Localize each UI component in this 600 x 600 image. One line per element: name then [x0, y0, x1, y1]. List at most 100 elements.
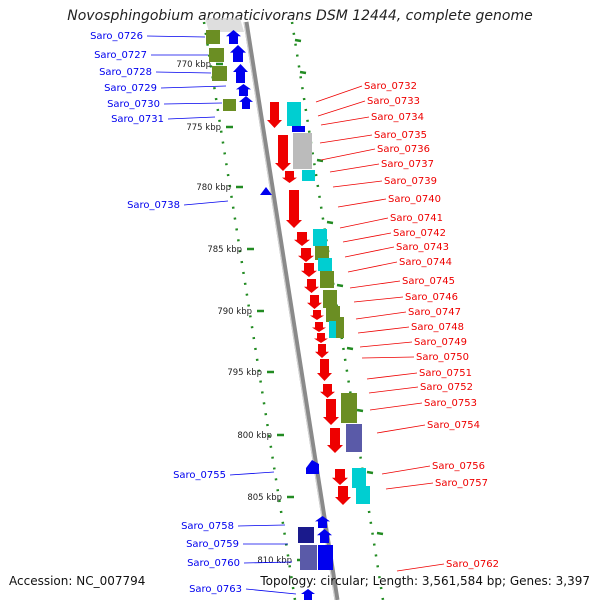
genome-backbone: [243, 21, 340, 600]
leader-line-right: [315, 85, 363, 103]
top-band: [205, 18, 244, 32]
gene-slate: [346, 424, 362, 452]
minor-tick: [326, 220, 334, 225]
gene-label-right[interactable]: Saro_0745: [402, 276, 455, 287]
gene-label-right[interactable]: Saro_0752: [420, 382, 473, 393]
gene-arrow-red: [317, 359, 332, 381]
gene-label-left[interactable]: Saro_0726: [90, 31, 143, 42]
leader-line-left: [229, 471, 275, 476]
gene-label-right[interactable]: Saro_0732: [364, 81, 417, 92]
gene-arrow-red: [267, 102, 282, 128]
gene-label-left[interactable]: Saro_0763: [189, 584, 242, 595]
gene-label-right[interactable]: Saro_0733: [367, 96, 420, 107]
gene-cyan: [287, 102, 301, 126]
minor-tick: [346, 346, 354, 351]
gene-arrow-red: [275, 135, 291, 171]
leader-line-right: [317, 100, 366, 117]
leader-line-right: [344, 246, 395, 258]
gene-blue: [292, 126, 305, 132]
leader-line-right: [347, 261, 398, 273]
gene-label-left[interactable]: Saro_0728: [99, 67, 152, 78]
leader-lines: [146, 35, 445, 595]
gene-label-left[interactable]: Saro_0760: [187, 558, 240, 569]
gene-label-right[interactable]: Saro_0754: [427, 420, 480, 431]
gene-label-left[interactable]: Saro_0730: [107, 99, 160, 110]
minor-tick: [376, 531, 384, 536]
gene-label-right[interactable]: Saro_0748: [411, 322, 464, 333]
gene-cyan: [352, 468, 366, 488]
gene-olive: [206, 30, 220, 44]
gene-arrow-blue: [239, 96, 253, 109]
gene-olive: [223, 99, 236, 111]
tick-marks: 770 kbp 775 kbp 780 kbp 785 kbp 790 kbp 795 k…: [176, 38, 384, 566]
kbp-tick-label: 810 kbp: [257, 556, 292, 566]
gene-label-left[interactable]: Saro_0727: [94, 50, 147, 61]
gene-label-right[interactable]: Saro_0753: [424, 398, 477, 409]
gene-label-left[interactable]: Saro_0759: [186, 539, 239, 550]
accession-text: Accession: NC_007794: [9, 574, 146, 588]
minor-tick: [356, 408, 364, 413]
gene-blue: [318, 545, 333, 570]
gene-arrow-blue: [260, 187, 272, 195]
gene-label-right[interactable]: Saro_0737: [381, 159, 434, 170]
gene-labels: Saro_0726 Saro_0727 Saro_0728 Saro_0729 Saro…: [90, 31, 499, 595]
gene-arrow-blue: [317, 529, 332, 543]
leader-line-left: [155, 71, 212, 74]
kbp-tick-label: 785 kbp: [207, 245, 242, 255]
leader-line-right: [369, 402, 423, 411]
gene-label-left[interactable]: Saro_0731: [111, 114, 164, 125]
gene-arrow-red: [312, 322, 326, 332]
kbp-tick-label: 770 kbp: [176, 60, 211, 70]
gene-arrow-blue: [226, 30, 241, 44]
gene-label-right[interactable]: Saro_0746: [405, 292, 458, 303]
gene-arrow-blue: [236, 84, 251, 96]
leader-line-right: [339, 217, 389, 229]
gene-label-right[interactable]: Saro_0747: [408, 307, 461, 318]
leader-line-right: [332, 180, 383, 188]
leader-line-right: [366, 372, 418, 380]
leader-line-right: [359, 341, 413, 348]
leader-line-right: [320, 116, 370, 126]
gene-olive: [323, 290, 337, 308]
leader-line-left: [160, 85, 227, 89]
kbp-tick-label: 800 kbp: [237, 431, 272, 441]
gene-olive: [341, 393, 357, 423]
gene-label-left[interactable]: Saro_0738: [127, 200, 180, 211]
gene-label-right[interactable]: Saro_0735: [374, 130, 427, 141]
gene-label-right[interactable]: Saro_0750: [416, 352, 469, 363]
leader-line-right: [368, 386, 419, 394]
minor-tick: [299, 70, 307, 75]
kbp-tick-label: 775 kbp: [186, 123, 221, 133]
leader-line-right: [381, 465, 431, 475]
gene-arrow-blue: [233, 64, 248, 83]
leader-line-right: [396, 563, 445, 572]
genome-backbone-highlight: [243, 21, 336, 600]
gene-label-right[interactable]: Saro_0741: [390, 213, 443, 224]
gene-label-left[interactable]: Saro_0729: [104, 83, 157, 94]
gene-label-right[interactable]: Saro_0751: [419, 368, 472, 379]
gene-label-right[interactable]: Saro_0743: [396, 242, 449, 253]
gene-label-right[interactable]: Saro_0749: [414, 337, 467, 348]
leader-line-right: [376, 424, 426, 434]
minor-tick: [366, 470, 374, 475]
gene-slate: [300, 545, 317, 570]
gene-label-right[interactable]: Saro_0757: [435, 478, 488, 489]
gene-arrow-red: [335, 486, 351, 505]
gene-olive: [315, 246, 329, 260]
gene-olive: [212, 66, 227, 81]
gene-label-right[interactable]: Saro_0742: [393, 228, 446, 239]
gene-label-left[interactable]: Saro_0755: [173, 470, 226, 481]
gene-label-right[interactable]: Saro_0740: [388, 194, 441, 205]
gene-label-right[interactable]: Saro_0756: [432, 461, 485, 472]
gene-label-right[interactable]: Saro_0734: [371, 112, 424, 123]
gene-arrow-red: [320, 384, 335, 398]
gene-arrow-red: [323, 399, 339, 425]
gene-label-left[interactable]: Saro_0758: [181, 521, 234, 532]
gene-label-right[interactable]: Saro_0736: [377, 144, 430, 155]
leader-line-right: [342, 232, 392, 243]
gene-label-right[interactable]: Saro_0762: [446, 559, 499, 570]
gene-arrow-red: [282, 171, 297, 183]
gene-label-right[interactable]: Saro_0744: [399, 257, 452, 268]
gene-label-right[interactable]: Saro_0739: [384, 176, 437, 187]
